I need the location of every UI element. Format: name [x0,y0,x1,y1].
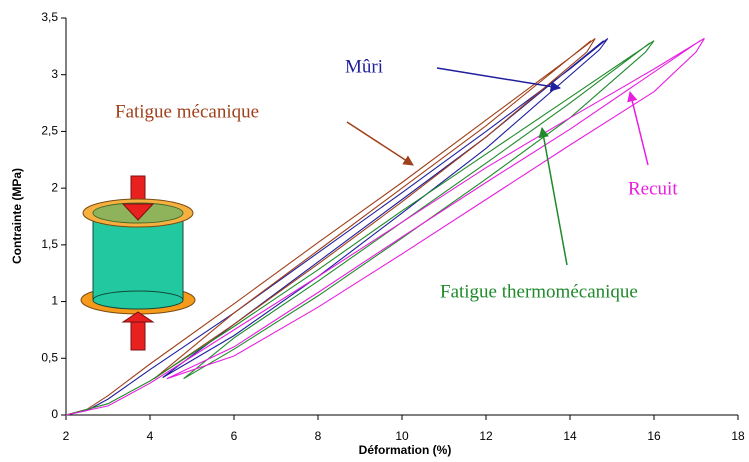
x-tick-label: 4 [147,429,154,443]
y-axis-label: Contrainte (MPa) [10,168,24,264]
label-arrow [346,121,414,166]
y-tick-label: 1 [51,294,58,308]
series-line [65,37,705,416]
x-tick-label: 8 [315,429,322,443]
series-line [65,37,609,416]
series-label: Recuit [628,178,678,199]
x-axis-label: Déformation (%) [359,443,452,457]
series-label: Fatigue thermomécanique [440,281,638,302]
y-tick-label: 3 [51,67,58,81]
y-tick-label: 3,5 [41,10,58,24]
label-arrow [627,90,649,166]
x-tick-label: 2 [63,429,70,443]
label-arrow [436,67,562,92]
x-tick-label: 10 [395,429,409,443]
series-line [65,37,596,416]
series-label: Fatigue mécanique [115,101,259,122]
y-tick-label: 1,5 [41,237,58,251]
x-tick-label: 6 [231,429,238,443]
y-tick-label: 0 [51,407,58,421]
y-tick-label: 2 [51,180,58,194]
x-tick-label: 12 [479,429,493,443]
label-arrow [538,126,568,266]
series-label: Mûri [345,56,383,77]
y-tick-label: 2,5 [41,124,58,138]
series-line [65,40,655,416]
y-tick-label: 0,5 [41,350,58,364]
x-tick-label: 16 [647,429,661,443]
x-tick-label: 14 [563,429,577,443]
x-tick-label: 18 [731,429,745,443]
sample-icon [80,175,196,351]
